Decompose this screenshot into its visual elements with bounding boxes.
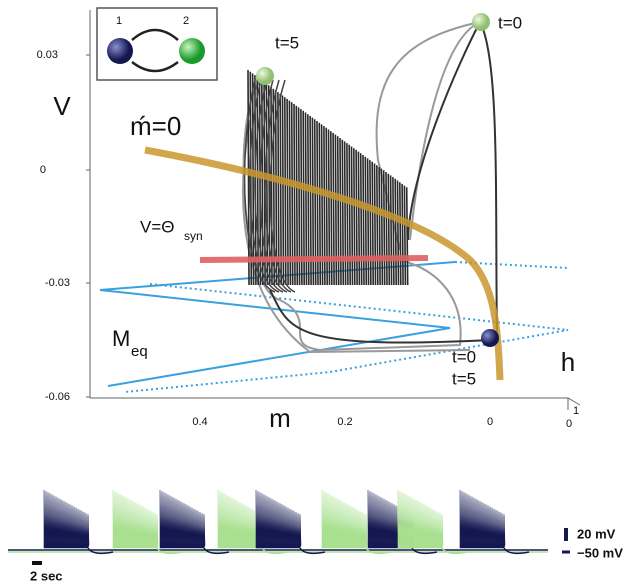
afterhyperpolarization [261,547,288,555]
node-label: 2 [183,15,189,27]
burst [397,489,444,549]
node [179,38,205,64]
manifold [99,261,456,387]
annotation: eq [131,343,148,360]
m-axis [90,397,581,406]
burst [255,489,302,549]
tick-label: -0.06 [45,391,70,403]
threshold-line [199,255,429,263]
dense-orbit [243,69,409,293]
tick-label: -0.03 [45,277,70,289]
arrow [131,28,179,41]
oscillation [249,79,280,293]
oscillation [254,79,284,293]
tick-label: 0.03 [37,49,58,61]
voltage-traces [8,489,548,555]
afterhyperpolarization [365,547,392,555]
afterhyperpolarization [299,547,326,555]
annotation: syn [184,229,203,243]
arrow [131,61,179,73]
tick-label: 0 [487,416,493,428]
oscillation [269,79,296,293]
scale-label: 2 sec [30,568,63,583]
afterhyperpolarization [411,547,438,555]
oscillation [259,79,288,293]
annotation: M [112,326,130,351]
oscillation [243,79,276,293]
scale-label: −50 mV [577,545,623,560]
axis-label: m [269,403,291,433]
annotation: ḿ=0 [130,111,181,141]
node [107,38,133,64]
state-ball [472,13,490,31]
state-ball [481,329,499,347]
burst [321,489,368,549]
axis-label: h [561,347,575,377]
v-ticks [86,54,90,398]
afterhyperpolarization [441,547,468,555]
axis-label: V [53,91,71,121]
tick-label: 0 [566,418,572,430]
afterhyperpolarization [503,547,530,555]
annotation: V=Θ [140,217,175,236]
tick-label: 0 [40,164,46,176]
orbit [269,21,498,344]
tick-label: 0.4 [192,416,207,428]
nullcline [144,146,504,381]
annotation: t=5 [275,33,299,52]
afterhyperpolarization [87,547,114,555]
burst [43,489,90,549]
scale-label: 20 mV [577,526,616,541]
state-ball [256,67,274,85]
burst [459,489,506,549]
tick-label: 0.2 [337,416,352,428]
tick-label: 1 [573,405,579,417]
burst [112,489,159,549]
annotation: t=0 [452,347,476,366]
node-label: 1 [116,15,122,27]
afterhyperpolarization [156,547,183,555]
annotation: t=5 [452,369,476,388]
afterhyperpolarization [203,547,230,555]
annotation: t=0 [498,13,522,32]
burst [159,489,206,549]
oscillation [264,79,292,293]
